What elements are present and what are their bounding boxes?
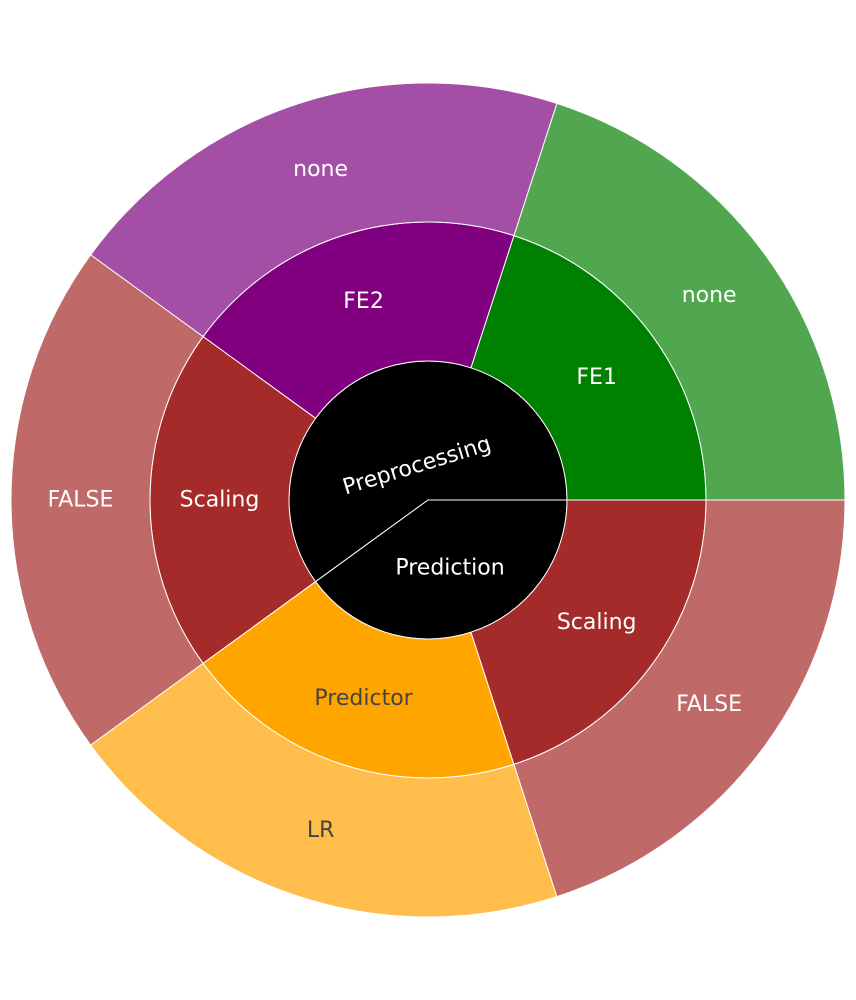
label-lr: LR <box>307 818 335 843</box>
label-fe1: FE1 <box>576 365 617 390</box>
segment-lr[interactable] <box>89 662 558 918</box>
label-predictor: Predictor <box>314 686 413 711</box>
label-none2: none <box>293 157 348 182</box>
label-fe2: FE2 <box>343 289 384 314</box>
segment-none1[interactable] <box>513 102 846 501</box>
segment-false2[interactable] <box>513 499 846 898</box>
label-false2: FALSE <box>676 692 742 717</box>
segment-none2[interactable] <box>89 82 558 338</box>
sunburst-segments <box>10 82 846 918</box>
segment-false1[interactable] <box>10 254 204 746</box>
label-scal2: Scaling <box>557 610 637 635</box>
label-scal1: Scaling <box>180 488 260 513</box>
label-false1: FALSE <box>48 488 114 513</box>
label-pred: Prediction <box>395 556 504 581</box>
label-none1: none <box>682 283 737 308</box>
